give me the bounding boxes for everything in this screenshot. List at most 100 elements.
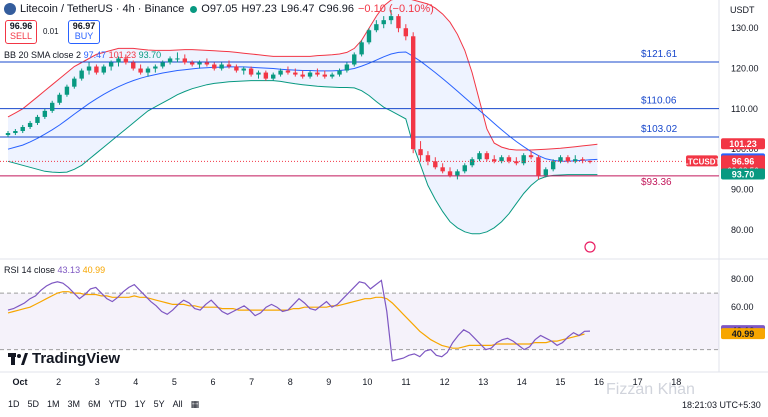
time-tick-8: 9 (326, 377, 331, 387)
rsi-tick-2: 80.00 (731, 274, 754, 284)
candle-body-71 (528, 155, 534, 158)
candle-body-66 (492, 159, 497, 162)
candle-body-74 (550, 161, 556, 170)
price-tag-0 (721, 138, 765, 150)
candle-body-70 (521, 155, 526, 164)
candle-body-9 (72, 78, 77, 87)
bb-basis-line (7, 51, 598, 162)
calendar-icon[interactable]: ▦ (190, 399, 200, 409)
candle-body-76 (565, 157, 571, 162)
candle-body-29 (219, 64, 224, 69)
time-tick-17: 18 (671, 377, 681, 387)
candle-body-30 (226, 64, 232, 67)
rsi-tick-1: 60.00 (731, 302, 754, 312)
alert-icon (584, 241, 596, 253)
range-1y[interactable]: 1Y (134, 399, 146, 409)
time-tick-9: 10 (362, 377, 372, 387)
symbol-tag (686, 155, 718, 167)
candle-body-75 (558, 157, 563, 162)
range-6m[interactable]: 6M (88, 399, 101, 409)
candle-body-35 (263, 72, 269, 79)
time-tick-5: 6 (210, 377, 215, 387)
bb-basis-value: 97.47 (83, 50, 107, 60)
candle-body-72 (536, 157, 541, 176)
candle-body-63 (469, 159, 475, 166)
candle-body-0 (5, 133, 11, 136)
range-1m[interactable]: 1M (47, 399, 60, 409)
candle-body-57 (425, 155, 431, 162)
candle-body-11 (86, 66, 92, 71)
candle-body-79 (587, 161, 593, 163)
candle-body-27 (204, 62, 210, 65)
range-toolbar: 1D 5D 1M 3M 6M YTD 1Y 5Y All ▦ (8, 399, 199, 410)
candle-body-42 (315, 72, 320, 75)
candle-body-53 (396, 16, 401, 29)
bb-lower-line (7, 80, 598, 235)
candle-body-41 (307, 72, 313, 77)
range-5y[interactable]: 5Y (153, 399, 165, 409)
time-tick-13: 14 (517, 377, 527, 387)
range-1d[interactable]: 1D (8, 399, 20, 409)
time-tick-4: 5 (172, 377, 177, 387)
rsi-value: 43.13 (57, 265, 81, 275)
candle-body-3 (27, 122, 33, 127)
candle-body-77 (573, 159, 578, 162)
candle-body-2 (20, 126, 25, 132)
rsi-legend[interactable]: RSI 14 close 43.13 40.99 (4, 265, 105, 275)
range-all[interactable]: All (172, 399, 183, 409)
ohlc-low: L96.47 (280, 3, 315, 15)
candle-body-25 (189, 62, 195, 65)
currency-label[interactable]: USDT (730, 5, 755, 15)
brand-name: TradingView (32, 350, 121, 367)
watermark: Fizzan Khan (606, 381, 695, 399)
candle-body-68 (506, 157, 512, 162)
ohlc-change: −0.10 (−0.10%) (358, 3, 434, 15)
bb-lower-value: 93.70 (138, 50, 162, 60)
candle-body-24 (182, 58, 188, 63)
bb-upper-value: 101.23 (108, 50, 137, 60)
candle-body-48 (359, 42, 364, 55)
sell-button[interactable]: 96.96 SELL (5, 20, 37, 44)
bb-legend[interactable]: BB 20 SMA close 2 97.47 101.23 93.70 (4, 50, 161, 60)
rsi-ma-value: 40.99 (82, 265, 106, 275)
candle-body-36 (271, 74, 276, 79)
price-tag-text-3: 93.70 (732, 170, 755, 180)
range-ytd[interactable]: YTD (108, 399, 127, 409)
candle-body-13 (101, 66, 106, 73)
candle-body-58 (433, 161, 438, 168)
candle-body-61 (455, 171, 460, 176)
candle-body-28 (212, 64, 217, 69)
candle-body-26 (197, 62, 202, 65)
symbol-tag-text: LTCUSDT (684, 157, 721, 166)
clock[interactable]: 18:21:03 UTC+5:30 (682, 400, 761, 410)
candle-body-51 (381, 20, 386, 25)
candle-body-49 (366, 30, 372, 43)
rsi-label: RSI 14 close (4, 265, 56, 275)
time-tick-1: 2 (56, 377, 61, 387)
tradingview-logo[interactable]: TradingView (8, 350, 120, 367)
time-tick-3: 4 (133, 377, 138, 387)
range-3m[interactable]: 3M (67, 399, 81, 409)
candle-body-52 (388, 16, 394, 21)
price-tick-5: 130.00 (731, 23, 759, 33)
rsi-tag-text-1: 40.99 (732, 329, 755, 339)
time-tick-6: 7 (249, 377, 254, 387)
candle-body-50 (374, 24, 379, 31)
candle-body-7 (57, 94, 62, 103)
time-tick-14: 15 (555, 377, 565, 387)
candle-body-59 (440, 167, 445, 172)
candle-body-56 (418, 149, 423, 156)
candle-body-78 (580, 159, 585, 161)
ohlc-open: O97.05 (201, 3, 238, 15)
candle-body-16 (123, 58, 129, 63)
price-tag-text-0: 101.23 (729, 139, 757, 149)
time-tick-7: 8 (288, 377, 293, 387)
buy-price: 96.97 (72, 21, 96, 31)
price-tick-0: 80.00 (731, 225, 754, 235)
symbol-title[interactable]: Litecoin / TetherUS · 4h · Binance (20, 3, 185, 15)
range-5d[interactable]: 5D (27, 399, 40, 409)
level-label-1: $110.06 (641, 96, 677, 107)
candle-body-14 (108, 62, 114, 67)
buy-button[interactable]: 96.97 BUY (68, 20, 100, 44)
